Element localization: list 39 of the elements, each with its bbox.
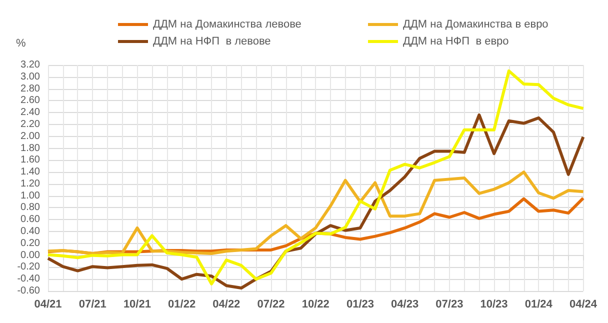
y-tick-label: 2.40 [20, 107, 40, 118]
x-tick-label: 01/24 [524, 298, 554, 310]
y-tick-label: 2.20 [20, 118, 40, 130]
legend-label: ДДМ на Домакинства левове [153, 18, 302, 30]
y-tick-label: 0.80 [20, 202, 40, 214]
x-tick-label: 04/24 [569, 298, 598, 310]
x-tick-label: 07/22 [257, 298, 285, 310]
y-tick-label: 0.20 [20, 238, 40, 249]
y-tick-label: -0.40 [17, 274, 40, 285]
legend-label: ДДМ на НФП в евро [403, 36, 509, 48]
y-tick-label: 0.00 [20, 250, 40, 261]
x-tick-label: 04/23 [391, 298, 419, 310]
x-tick-label: 01/23 [346, 298, 374, 310]
y-tick-label: 0.60 [20, 214, 40, 226]
y-tick-label: 0.40 [20, 226, 40, 238]
y-axis-title: % [16, 38, 26, 50]
line-series [46, 69, 585, 286]
x-tick-label: 01/22 [168, 298, 196, 310]
y-tick-label: -0.20 [17, 262, 40, 273]
y-tick-label: 2.00 [20, 130, 40, 142]
x-tick-label: 10/21 [123, 298, 151, 310]
x-tick-label: 07/23 [436, 298, 464, 310]
y-tick-label: 3.20 [20, 60, 40, 70]
legend-label: ДДМ на НФП в левове [153, 36, 271, 48]
y-tick-label: -0.60 [17, 286, 40, 296]
x-tick-label: 07/21 [78, 298, 106, 310]
y-tick-label: 1.80 [20, 142, 40, 154]
y-tick-label: 2.60 [20, 95, 40, 106]
y-tick-label: 1.00 [20, 190, 40, 202]
y-tick-label: 3.00 [20, 71, 40, 82]
x-tick-label: 10/23 [480, 298, 508, 310]
y-tick-label: 1.40 [20, 166, 40, 178]
y-tick-label: 1.20 [20, 178, 40, 190]
x-tick-label: 10/22 [302, 298, 330, 310]
y-tick-label: 1.60 [20, 154, 40, 166]
y-tick-label: 2.80 [20, 83, 40, 94]
legend-label: ДДМ на Домакинства в евро [403, 18, 548, 30]
x-tick-label: 04/22 [212, 298, 240, 310]
x-tick-label: 04/21 [34, 298, 62, 310]
